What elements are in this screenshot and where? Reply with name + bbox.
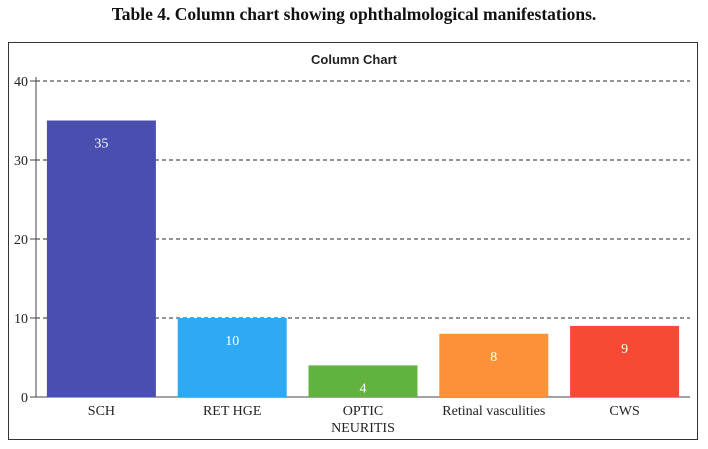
bar-optic-neuritis bbox=[308, 365, 418, 397]
data-label-sch: 35 bbox=[94, 137, 108, 152]
x-tick-label-line: RET HGE bbox=[203, 404, 261, 419]
x-tick-label-ret-hge: RET HGE bbox=[203, 404, 261, 419]
bar-retinal-vasculities bbox=[439, 333, 549, 397]
y-tick-label-10: 10 bbox=[14, 312, 28, 327]
x-tick-label-line: CWS bbox=[609, 404, 639, 419]
data-label-optic-neuritis: 4 bbox=[360, 381, 367, 396]
x-tick-label-line: OPTIC bbox=[343, 404, 383, 419]
chart-title: Column Chart bbox=[311, 52, 398, 67]
bar-sch bbox=[46, 120, 156, 397]
x-tick-label-cws: CWS bbox=[609, 404, 639, 419]
data-label-cws: 9 bbox=[621, 342, 628, 357]
figure-caption: Table 4. Column chart showing ophthalmol… bbox=[111, 4, 597, 24]
bar-ret-hge bbox=[177, 318, 287, 397]
y-tick-label-20: 20 bbox=[14, 233, 28, 248]
x-tick-label-line: Retinal vasculities bbox=[442, 404, 545, 419]
bar-cws bbox=[570, 325, 680, 397]
y-tick-label-30: 30 bbox=[14, 154, 28, 169]
x-tick-label-sch: SCH bbox=[88, 404, 115, 419]
y-tick-label-40: 40 bbox=[14, 75, 28, 90]
x-tick-label-line: SCH bbox=[88, 404, 115, 419]
x-tick-label-retinal-vasculities: Retinal vasculities bbox=[442, 404, 545, 419]
data-label-retinal-vasculities: 8 bbox=[490, 350, 497, 365]
x-tick-label-line: NEURITIS bbox=[331, 421, 395, 436]
x-tick-label-optic-neuritis: OPTIC NEURITIS bbox=[331, 404, 395, 436]
y-tick-label-0: 0 bbox=[21, 391, 28, 406]
data-label-ret-hge: 10 bbox=[225, 334, 239, 349]
